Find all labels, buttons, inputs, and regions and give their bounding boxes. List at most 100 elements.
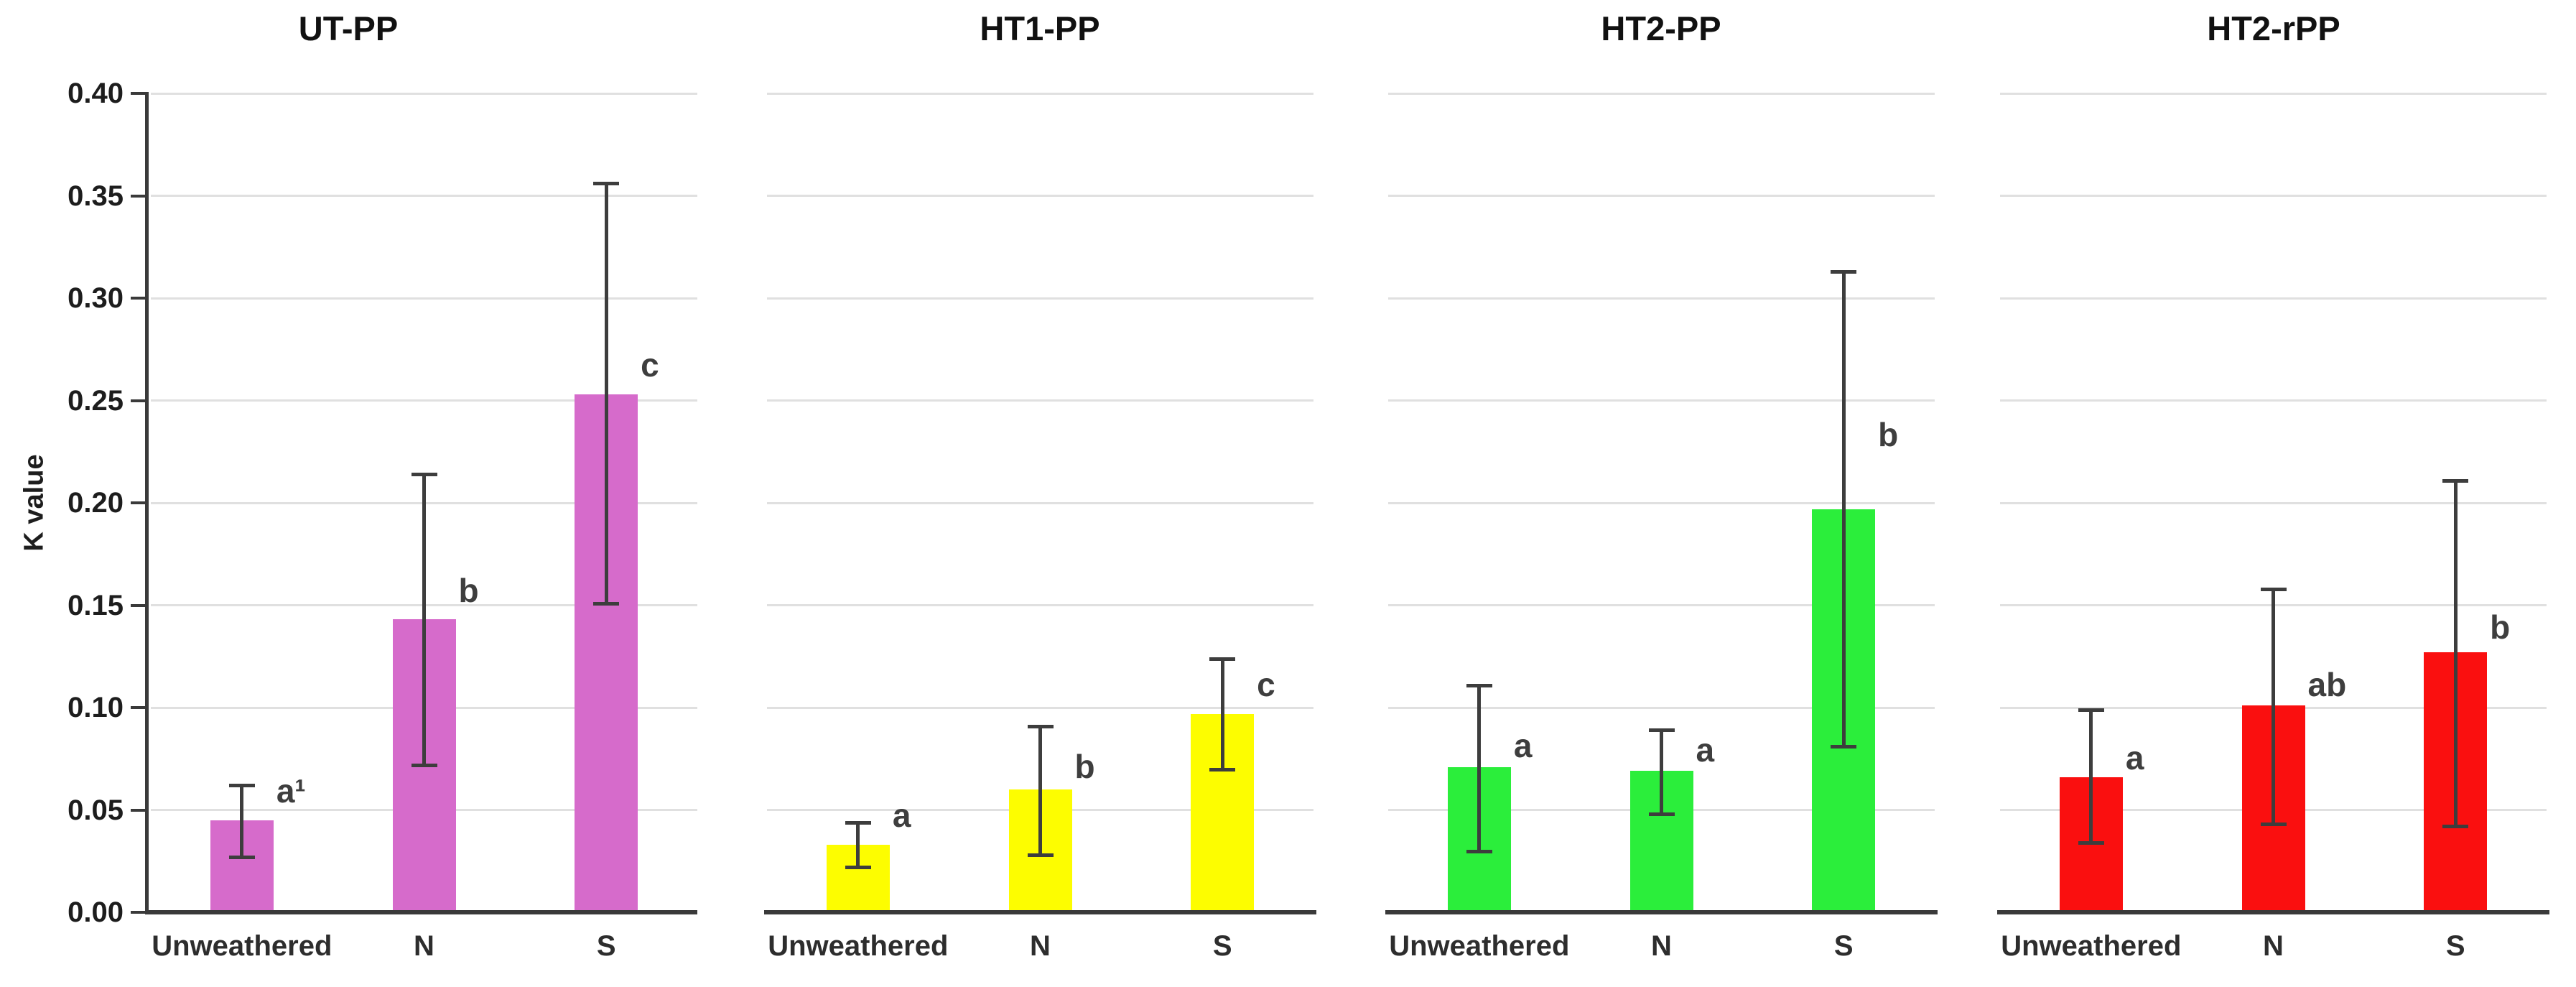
sig-letter: b xyxy=(1074,747,1095,785)
y-axis-line xyxy=(145,92,149,914)
gridline xyxy=(767,92,1313,95)
y-tick xyxy=(131,399,145,402)
sig-letter: b xyxy=(1878,415,1899,453)
error-bar-cap-top xyxy=(1648,728,1675,733)
sig-letter: a xyxy=(1513,727,1533,765)
y-axis-title: K value xyxy=(19,454,50,552)
y-tick xyxy=(131,501,145,504)
error-bar-cap-top xyxy=(2078,708,2104,712)
sig-letter: a xyxy=(2125,739,2144,777)
error-bar-cap-bottom xyxy=(1466,849,1492,853)
error-bar-line xyxy=(604,183,608,603)
x-tick-label-s: S xyxy=(1212,930,1232,962)
error-bar-cap-bottom xyxy=(1027,853,1054,858)
gridline xyxy=(767,604,1313,606)
gridline xyxy=(1388,297,1935,300)
error-bar-cap-bottom xyxy=(1831,745,1857,749)
gridline xyxy=(1388,399,1935,402)
y-tick xyxy=(131,297,145,300)
error-bar-cap-top xyxy=(2442,478,2469,483)
error-bar-cap-top xyxy=(228,784,255,788)
x-tick-label-unweathered: Unweathered xyxy=(152,930,333,962)
error-bar-line xyxy=(1477,685,1482,851)
sig-letter: a¹ xyxy=(276,771,306,810)
error-bar-line xyxy=(422,474,426,765)
gridline xyxy=(1388,195,1935,197)
gridline xyxy=(2000,399,2547,402)
y-tick-label: 0.00 xyxy=(68,896,124,928)
error-bar-line xyxy=(1841,271,1846,747)
error-bar-cap-top xyxy=(593,182,620,186)
x-tick-label-n: N xyxy=(414,930,434,962)
sig-letter: c xyxy=(641,346,659,384)
y-tick xyxy=(131,911,145,914)
sig-letter: a xyxy=(1696,731,1715,769)
y-tick xyxy=(131,194,145,198)
y-tick-label: 0.05 xyxy=(68,794,124,826)
gridline xyxy=(151,399,697,402)
gridline xyxy=(2000,501,2547,504)
gridline xyxy=(767,501,1313,504)
error-bar-cap-bottom xyxy=(2078,841,2104,845)
error-bar-cap-bottom xyxy=(1648,812,1675,817)
y-tick-label: 0.30 xyxy=(68,282,124,314)
y-tick-label: 0.10 xyxy=(68,692,124,723)
panel-title-ht2-pp: HT2-PP xyxy=(1601,9,1721,47)
x-tick-label-unweathered: Unweathered xyxy=(768,930,949,962)
y-tick-label: 0.35 xyxy=(68,180,124,212)
y-tick-label: 0.20 xyxy=(68,487,124,519)
error-bar-line xyxy=(1660,730,1663,815)
y-tick-label: 0.15 xyxy=(68,589,124,621)
x-axis-line xyxy=(145,910,697,914)
y-tick xyxy=(131,92,145,95)
gridline xyxy=(1388,92,1935,95)
gridline xyxy=(1388,501,1935,504)
sig-letter: b xyxy=(458,571,479,609)
error-bar-cap-bottom xyxy=(845,866,871,870)
gridline xyxy=(767,195,1313,197)
error-bar-cap-bottom xyxy=(228,856,255,860)
error-bar-cap-top xyxy=(845,820,871,825)
sig-letter: b xyxy=(2490,608,2511,646)
gridline xyxy=(2000,195,2547,197)
sig-letter: c xyxy=(1257,665,1275,703)
error-bar-line xyxy=(2272,588,2275,825)
error-bar-cap-bottom xyxy=(2442,825,2469,829)
error-bar-cap-top xyxy=(1027,724,1054,728)
error-bar-cap-bottom xyxy=(411,763,437,767)
y-tick xyxy=(131,808,145,812)
sig-letter: a xyxy=(892,797,911,834)
x-tick-label-n: N xyxy=(2263,930,2284,962)
error-bar-line xyxy=(2453,480,2458,827)
gridline xyxy=(1388,604,1935,606)
x-tick-label-s: S xyxy=(596,930,616,962)
error-bar-cap-top xyxy=(1466,683,1492,687)
gridline xyxy=(2000,92,2547,95)
gridline xyxy=(1388,706,1935,709)
gridline xyxy=(151,195,697,197)
gridline xyxy=(2000,297,2547,300)
x-axis-line xyxy=(1997,910,2549,914)
error-bar-line xyxy=(2089,709,2093,843)
y-tick xyxy=(131,706,145,709)
error-bar-line xyxy=(1038,726,1042,856)
error-bar-cap-top xyxy=(2260,587,2287,591)
x-tick-label-s: S xyxy=(1833,930,1854,962)
gridline xyxy=(767,399,1313,402)
error-bar-cap-top xyxy=(1209,657,1236,661)
y-tick-label: 0.40 xyxy=(68,78,124,109)
x-axis-line xyxy=(764,910,1316,914)
error-bar-line xyxy=(1220,658,1224,769)
gridline xyxy=(151,297,697,300)
y-tick xyxy=(131,603,145,607)
panel-title-ht1-pp: HT1-PP xyxy=(980,9,1100,47)
sig-letter: ab xyxy=(2307,665,2347,703)
x-axis-line xyxy=(1385,910,1938,914)
error-bar-cap-bottom xyxy=(1209,767,1236,771)
x-tick-label-s: S xyxy=(2445,930,2465,962)
error-bar-cap-top xyxy=(1831,269,1857,274)
x-tick-label-unweathered: Unweathered xyxy=(2001,930,2182,962)
panel-title-ht2-rpp: HT2-rPP xyxy=(2207,9,2340,47)
gridline xyxy=(151,92,697,95)
